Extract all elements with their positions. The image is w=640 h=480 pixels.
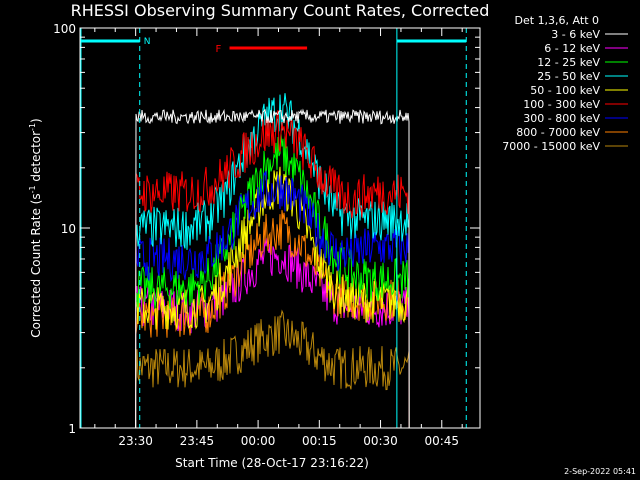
legend-title: Det 1,3,6, Att 0 — [515, 14, 599, 27]
series-line-2 — [135, 133, 410, 428]
series-line-0 — [135, 108, 410, 428]
legend-label: 300 - 800 keV — [523, 112, 600, 125]
series-line-7 — [135, 210, 410, 428]
series-line-8 — [135, 309, 410, 428]
night-label: N — [144, 37, 151, 47]
x-tick-label: 00:00 — [241, 434, 276, 448]
y-axis-label-sup2: -1 — [28, 123, 37, 131]
legend-label: 7000 - 15000 keV — [502, 140, 600, 153]
x-tick-label: 23:30 — [118, 434, 153, 448]
x-axis-label: Start Time (28-Oct-17 23:16:22) — [175, 456, 369, 470]
legend-label: 3 - 6 keV — [551, 28, 600, 41]
series-layer — [135, 93, 410, 428]
chart-title: RHESSI Observing Summary Count Rates, Co… — [71, 1, 490, 20]
x-tick-label: 23:45 — [180, 434, 215, 448]
legend-label: 12 - 25 keV — [537, 56, 600, 69]
x-tick-label: 00:45 — [424, 434, 459, 448]
series-line-6 — [135, 170, 410, 428]
x-axis: 23:30 23:45 00:00 00:15 00:30 00:45 — [94, 28, 463, 448]
legend-label: 6 - 12 keV — [544, 42, 600, 55]
y-axis-label-sup1: -1 — [28, 185, 37, 193]
y-axis-label-part1: Corrected Count Rate (s — [29, 193, 43, 337]
x-tick-label: 00:15 — [302, 434, 337, 448]
series-line-3 — [135, 93, 410, 428]
flare-label: F — [216, 44, 222, 55]
x-tick-label: 00:30 — [363, 434, 398, 448]
y-axis-label: Corrected Count Rate (s-1 detector-1) — [28, 118, 43, 337]
series-line-5 — [135, 110, 410, 428]
y-tick-label: 1 — [68, 422, 76, 436]
y-axis-label-part2: detector — [29, 131, 43, 186]
y-axis-label-part3: ) — [29, 118, 43, 123]
legend-label: 50 - 100 keV — [530, 84, 600, 97]
y-tick-label: 10 — [61, 222, 76, 236]
y-axis: 1 10 100 — [53, 22, 480, 436]
legend-label: 800 - 7000 keV — [516, 126, 600, 139]
legend-label: 25 - 50 keV — [537, 70, 600, 83]
legend-label: 100 - 300 keV — [523, 98, 600, 111]
y-tick-label: 100 — [53, 22, 76, 36]
date-stamp: 2-Sep-2022 05:41 — [564, 467, 636, 476]
